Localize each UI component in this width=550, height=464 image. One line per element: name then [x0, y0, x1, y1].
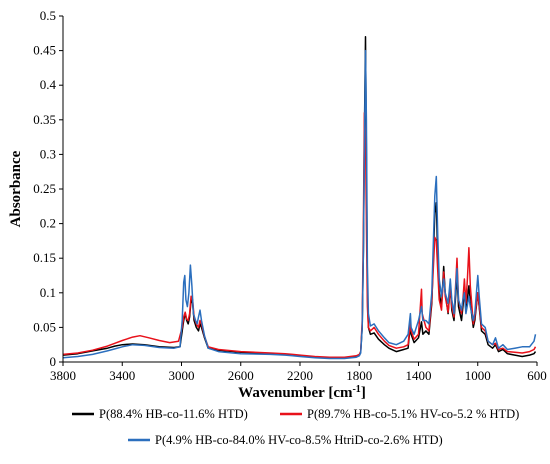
legend-item: P(89.7% HB-co-5.1% HV-co-5.2 % HTD) [280, 407, 519, 421]
x-tick-label: 2600 [228, 368, 254, 383]
y-tick-label: 0.3 [40, 146, 56, 161]
y-tick-label: 0.15 [33, 250, 56, 265]
series-line-2 [62, 112, 537, 358]
legend-item: P(4.9% HB-co-84.0% HV-co-8.5% HtriD-co-2… [128, 433, 443, 447]
x-tick-label: 3400 [109, 368, 135, 383]
y-tick-label: 0.35 [33, 112, 56, 127]
x-tick-label: 3000 [169, 368, 195, 383]
x-tick-label: 1800 [346, 368, 372, 383]
y-tick-label: 0.05 [33, 319, 56, 334]
y-tick-label: 0.1 [40, 285, 56, 300]
legend-label: P(88.4% HB-co-11.6% HTD) [99, 407, 248, 421]
x-axis-ticks: 3800 3400 3000 2600 2200 1800 1400 1000 600 [50, 362, 547, 383]
legend-label: P(89.7% HB-co-5.1% HV-co-5.2 % HTD) [307, 407, 519, 421]
y-tick-label: 0 [50, 354, 57, 369]
series-line-3 [62, 49, 537, 360]
x-axis-title-main: Wavenumber [cm [238, 385, 353, 401]
y-tick-label: 0.4 [40, 77, 57, 92]
y-tick-label: 0.25 [33, 181, 56, 196]
series-line-1 [62, 36, 537, 359]
y-tick-label: 0.2 [40, 216, 56, 231]
y-axis-ticks: 0 0.05 0.1 0.15 0.2 0.25 0.3 0.35 0.4 0.45 0.5 [33, 8, 63, 369]
x-tick-label: 1000 [465, 368, 491, 383]
legend-item: P(88.4% HB-co-11.6% HTD) [72, 407, 248, 421]
legend-label: P(4.9% HB-co-84.0% HV-co-8.5% HtriD-co-2… [155, 433, 443, 447]
y-axis-title: Absorbance [8, 150, 24, 227]
x-axis-title-unit-exponent: -1 [352, 384, 360, 395]
legend: P(88.4% HB-co-11.6% HTD) P(89.7% HB-co-5.… [72, 407, 519, 447]
x-tick-label: 1400 [406, 368, 432, 383]
x-axis-title: Wavenumber [cm-1] [238, 384, 366, 401]
x-tick-label: 2200 [287, 368, 313, 383]
y-tick-label: 0.5 [40, 8, 56, 23]
x-tick-label: 600 [527, 368, 547, 383]
x-axis-title-end: ] [361, 385, 366, 401]
x-tick-label: 3800 [50, 368, 76, 383]
series-lines [62, 36, 537, 360]
y-tick-label: 0.45 [33, 43, 56, 58]
